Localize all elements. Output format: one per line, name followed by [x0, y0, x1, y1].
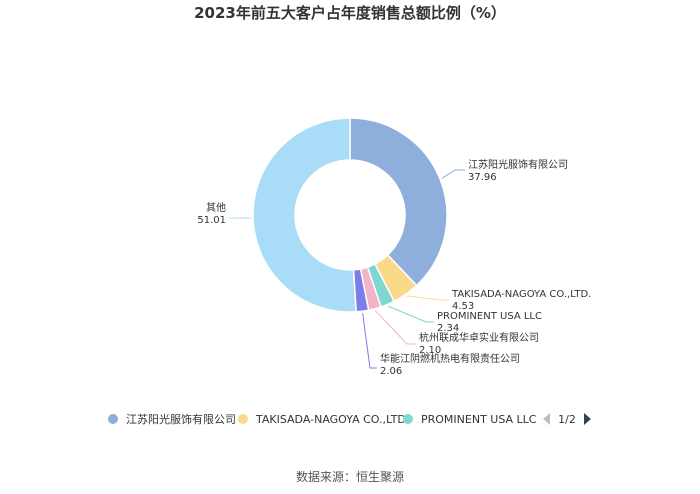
slice-0[interactable]	[349, 117, 448, 287]
slice-value-4: 2.06	[380, 366, 402, 377]
pager-next-icon[interactable]	[584, 413, 591, 425]
leader-line-1	[406, 295, 449, 301]
chart-title: 2023年前五大客户占年度销售总额比例（%）	[194, 4, 506, 22]
legend-label-2[interactable]: PROMINENT USA LLC	[421, 413, 537, 426]
leader-line-2	[388, 305, 434, 323]
slice-value-3: 2.10	[419, 345, 441, 356]
leader-line-3	[374, 310, 416, 345]
legend-marker-2[interactable]	[403, 414, 413, 424]
slice-label-5: 其他	[206, 201, 226, 214]
slice-value-1: 4.53	[452, 301, 474, 312]
pager-text: 1/2	[558, 413, 576, 426]
leader-line-4	[362, 313, 377, 369]
legend-label-0[interactable]: 江苏阳光服饰有限公司	[126, 412, 236, 426]
pager-prev-icon[interactable]	[543, 413, 550, 425]
legend-pager: 1/2	[543, 413, 591, 426]
slice-label-3: 杭州联成华卓实业有限公司	[419, 331, 539, 344]
legend-label-1[interactable]: TAKISADA-NAGOYA CO.,LTD.	[255, 413, 409, 426]
legend: 江苏阳光服饰有限公司 TAKISADA-NAGOYA CO.,LTD. PROMIN…	[108, 412, 537, 426]
data-source: 数据来源：恒生聚源	[296, 469, 404, 484]
slice-value-5: 51.01	[197, 215, 226, 226]
slice-value-2: 2.34	[437, 323, 459, 334]
slice-label-4: 华能江阴燃机热电有限责任公司	[380, 352, 520, 365]
slice-label-0: 江苏阳光服饰有限公司	[468, 158, 568, 171]
slice-value-0: 37.96	[468, 172, 497, 183]
slice-label-2: PROMINENT USA LLC	[437, 311, 542, 322]
legend-marker-0[interactable]	[108, 414, 118, 424]
slice-label-1: TAKISADA-NAGOYA CO.,LTD.	[451, 289, 591, 300]
leader-line-0	[441, 169, 465, 179]
slice-5[interactable]	[252, 117, 357, 313]
legend-marker-1[interactable]	[238, 414, 248, 424]
slices-group	[252, 117, 448, 313]
